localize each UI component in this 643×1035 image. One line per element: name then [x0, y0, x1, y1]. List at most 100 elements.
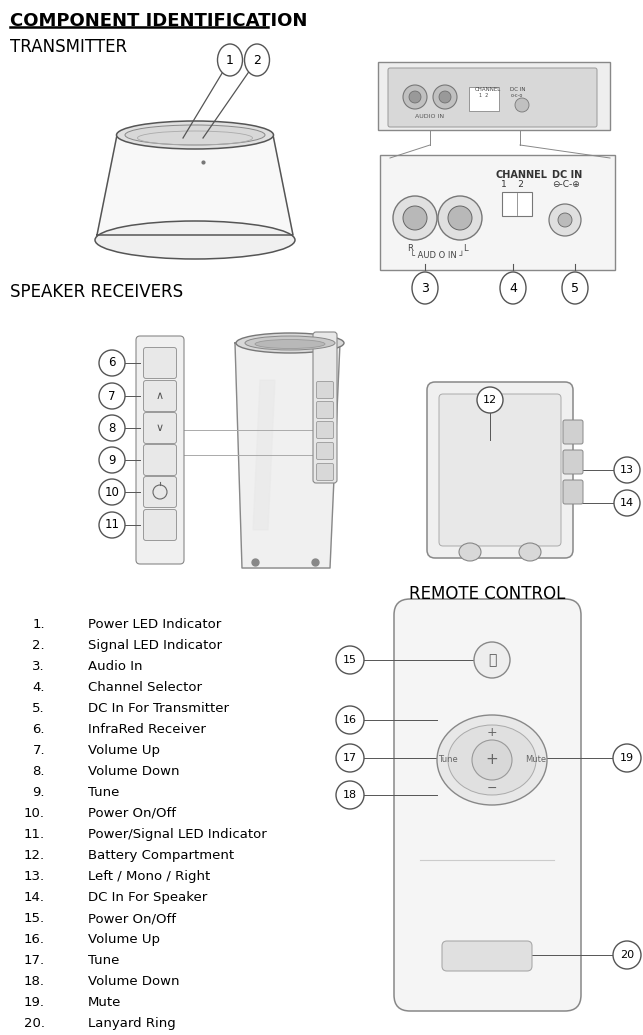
Ellipse shape [217, 45, 242, 76]
Text: └ AUD O IN ┘: └ AUD O IN ┘ [410, 252, 464, 260]
Ellipse shape [412, 272, 438, 304]
Ellipse shape [99, 415, 125, 441]
Ellipse shape [244, 45, 269, 76]
Text: 6.: 6. [33, 723, 45, 736]
Text: CHANNEL: CHANNEL [475, 87, 502, 92]
Text: DC In For Speaker: DC In For Speaker [88, 891, 207, 904]
Circle shape [403, 206, 427, 230]
Text: Volume Down: Volume Down [88, 765, 179, 778]
Text: 1.: 1. [32, 618, 45, 631]
Ellipse shape [562, 272, 588, 304]
Text: Volume Up: Volume Up [88, 933, 160, 946]
Text: 5.: 5. [32, 702, 45, 715]
Polygon shape [253, 380, 275, 530]
FancyBboxPatch shape [143, 444, 176, 475]
Ellipse shape [116, 121, 273, 149]
Polygon shape [235, 343, 340, 568]
Ellipse shape [613, 941, 641, 969]
Ellipse shape [99, 383, 125, 409]
FancyBboxPatch shape [427, 382, 573, 558]
Text: 14: 14 [620, 498, 634, 508]
Text: Battery Compartment: Battery Compartment [88, 849, 234, 862]
Text: 17: 17 [343, 753, 357, 763]
Circle shape [403, 85, 427, 109]
FancyBboxPatch shape [378, 62, 610, 130]
Text: Mute: Mute [88, 996, 122, 1009]
Circle shape [393, 196, 437, 240]
Text: 16: 16 [343, 715, 357, 724]
FancyBboxPatch shape [316, 421, 334, 439]
Circle shape [515, 98, 529, 112]
FancyBboxPatch shape [394, 599, 581, 1011]
Ellipse shape [99, 479, 125, 505]
FancyBboxPatch shape [143, 476, 176, 507]
Text: Audio In: Audio In [88, 660, 143, 673]
Ellipse shape [336, 744, 364, 772]
Text: 20: 20 [620, 950, 634, 960]
FancyBboxPatch shape [316, 402, 334, 418]
FancyBboxPatch shape [316, 464, 334, 480]
Ellipse shape [448, 724, 536, 795]
Text: Lanyard Ring: Lanyard Ring [88, 1017, 176, 1030]
Text: +: + [485, 752, 498, 768]
FancyBboxPatch shape [316, 382, 334, 398]
Text: 19: 19 [620, 753, 634, 763]
Ellipse shape [125, 125, 265, 145]
Text: Volume Up: Volume Up [88, 744, 160, 757]
Text: 15.: 15. [24, 912, 45, 925]
Text: 13: 13 [620, 465, 634, 475]
FancyBboxPatch shape [143, 381, 176, 412]
Circle shape [549, 204, 581, 236]
Text: AUDIO IN: AUDIO IN [415, 114, 444, 119]
Text: 12.: 12. [24, 849, 45, 862]
Ellipse shape [336, 706, 364, 734]
Text: 1: 1 [226, 54, 234, 66]
Text: Channel Selector: Channel Selector [88, 681, 202, 694]
FancyBboxPatch shape [469, 87, 499, 111]
FancyBboxPatch shape [388, 68, 597, 127]
Text: ⊖-C-⊕: ⊖-C-⊕ [552, 180, 580, 189]
Text: Power On/Off: Power On/Off [88, 912, 176, 925]
Text: 10.: 10. [24, 807, 45, 820]
Text: 4: 4 [509, 282, 517, 295]
Circle shape [433, 85, 457, 109]
Text: DC IN: DC IN [510, 87, 525, 92]
FancyBboxPatch shape [143, 509, 176, 540]
Text: Power/Signal LED Indicator: Power/Signal LED Indicator [88, 828, 267, 841]
Text: 3: 3 [421, 282, 429, 295]
Text: 8: 8 [108, 421, 116, 435]
Text: −: − [487, 781, 497, 795]
Ellipse shape [99, 447, 125, 473]
Text: 4.: 4. [33, 681, 45, 694]
Text: 5: 5 [571, 282, 579, 295]
Text: COMPONENT IDENTIFICATION: COMPONENT IDENTIFICATION [10, 12, 307, 30]
Text: 13.: 13. [24, 870, 45, 883]
Text: Tune: Tune [88, 786, 120, 799]
Text: R: R [407, 244, 413, 253]
Text: 10: 10 [105, 485, 120, 499]
Ellipse shape [336, 781, 364, 809]
FancyBboxPatch shape [380, 155, 615, 270]
Text: Volume Down: Volume Down [88, 975, 179, 988]
Ellipse shape [236, 333, 344, 353]
Text: +: + [487, 726, 497, 739]
Text: 2: 2 [253, 54, 261, 66]
Circle shape [472, 740, 512, 780]
Text: 9.: 9. [33, 786, 45, 799]
Ellipse shape [255, 339, 325, 349]
Text: 7: 7 [108, 389, 116, 403]
FancyBboxPatch shape [313, 332, 337, 483]
Text: 18: 18 [343, 790, 357, 800]
Text: 11.: 11. [24, 828, 45, 841]
Circle shape [409, 91, 421, 104]
Text: DC In For Transmitter: DC In For Transmitter [88, 702, 229, 715]
Text: Power On/Off: Power On/Off [88, 807, 176, 820]
Text: CHANNEL: CHANNEL [495, 170, 547, 180]
Text: 17.: 17. [24, 954, 45, 967]
Text: 9: 9 [108, 453, 116, 467]
Text: 3.: 3. [32, 660, 45, 673]
Text: Mute: Mute [525, 756, 547, 765]
Text: 8.: 8. [33, 765, 45, 778]
Ellipse shape [99, 350, 125, 376]
Text: Tune: Tune [88, 954, 120, 967]
